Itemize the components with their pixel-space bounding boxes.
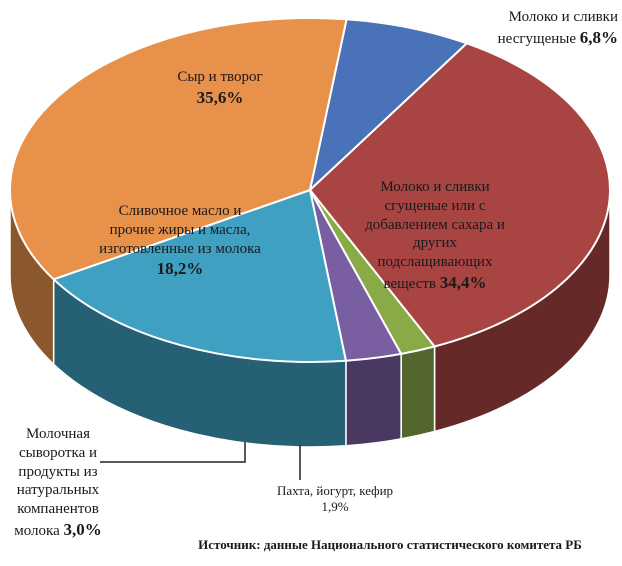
label: Молоко и сливки сгущеные или с добавлени…	[355, 178, 515, 294]
label: Сыр и творог 35,6%	[140, 68, 300, 108]
source-note: Источник: данные Национального статистич…	[198, 537, 582, 552]
label: Молочная сыворотка и продукты из натурал…	[2, 425, 114, 541]
value-label: 18,2%	[156, 259, 204, 279]
category-label: Молочная сыворотка и продукты из натурал…	[14, 426, 100, 539]
value-label: 34,4%	[439, 272, 487, 292]
label: Сливочное масло и прочие жиры и масла, и…	[95, 202, 265, 280]
category-label: Молоко и сливки сгущеные или с добавлени…	[365, 179, 505, 292]
pie-slice	[9, 17, 348, 281]
category-label: Молоко и сливки несгущеные	[497, 9, 618, 47]
pie-slice	[51, 188, 348, 363]
value-label: 6,8%	[579, 27, 618, 47]
value-label: 3,0%	[63, 519, 102, 539]
leader-line	[100, 442, 246, 463]
pie-slice-side	[400, 345, 436, 440]
category-label: Сыр и творог	[177, 69, 263, 85]
pie-slice	[308, 18, 469, 193]
label: Молоко и сливки несгущеные 6,8%	[470, 8, 618, 49]
pie-slice-side	[345, 352, 402, 447]
label: Пахта, йогурт, кефир 1,9%	[245, 483, 425, 516]
pie-slice	[308, 42, 611, 348]
value-label: 1,9%	[321, 499, 349, 515]
category-label: Пахта, йогурт, кефир	[276, 483, 394, 498]
value-label: 35,6%	[196, 87, 244, 107]
category-label: Сливочное масло и прочие жиры и масла, и…	[99, 203, 261, 257]
